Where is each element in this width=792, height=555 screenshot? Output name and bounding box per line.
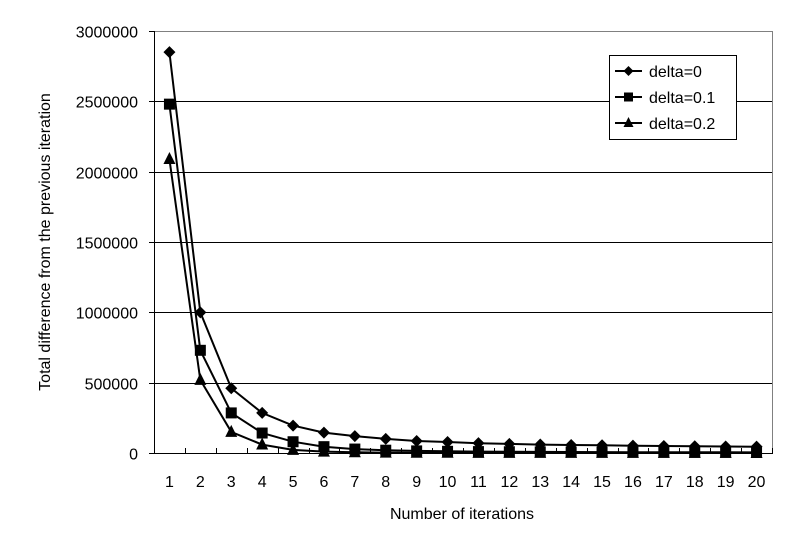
diamond-marker xyxy=(256,406,269,419)
triangle-marker xyxy=(596,445,609,458)
x-tick-label: 11 xyxy=(470,474,487,491)
diamond-marker xyxy=(194,306,207,319)
diamond-marker xyxy=(441,436,454,449)
diamond-marker xyxy=(317,426,330,439)
x-tick-label: 16 xyxy=(624,474,642,491)
x-axis-ticks: 1 2 3 4 5 6 7 8 9 10 11 12 13 14 15 16 17 18 19 20 xyxy=(154,448,773,491)
x-tick-label: 17 xyxy=(655,474,673,491)
x-tick-label: 9 xyxy=(412,474,421,491)
triangle-marker xyxy=(287,442,300,455)
x-tick-label: 18 xyxy=(686,474,704,491)
series-layer xyxy=(163,46,763,458)
square-marker xyxy=(287,436,299,448)
x-tick-label: 20 xyxy=(748,474,766,491)
series-delta-0-2 xyxy=(163,152,763,458)
x-tick-label: 19 xyxy=(717,474,735,491)
series-delta-0-1 xyxy=(163,98,763,458)
y-tick-label: 2500000 xyxy=(76,95,138,112)
y-axis-title: Total difference from the previous itera… xyxy=(37,93,54,391)
legend-item: delta=0.1 xyxy=(615,90,715,107)
legend-label: delta=0.2 xyxy=(649,116,715,133)
x-tick-label: 2 xyxy=(196,474,205,491)
y-tick-label: 1000000 xyxy=(76,306,138,323)
triangle-marker xyxy=(410,445,423,458)
x-tick-label: 13 xyxy=(531,474,549,491)
series-delta-0 xyxy=(163,46,763,453)
triangle-marker xyxy=(565,445,578,458)
triangle-marker xyxy=(194,372,207,385)
triangle-marker xyxy=(163,152,176,165)
legend-item: delta=0 xyxy=(615,64,702,81)
x-tick-label: 4 xyxy=(258,474,267,491)
y-tick-label: 3000000 xyxy=(76,25,138,42)
diamond-marker xyxy=(163,46,176,59)
triangle-marker xyxy=(688,445,701,458)
diamond-marker xyxy=(623,66,634,76)
x-tick-label: 10 xyxy=(439,474,457,491)
x-tick-label: 5 xyxy=(289,474,298,491)
square-marker xyxy=(225,407,237,419)
triangle-marker xyxy=(317,444,330,457)
triangle-marker xyxy=(719,445,732,458)
x-tick-label: 14 xyxy=(562,474,580,491)
square-marker xyxy=(624,92,633,102)
triangle-marker xyxy=(472,445,485,458)
y-axis-ticks: 0 500000 1000000 1500000 2000000 2500000 30000… xyxy=(76,25,154,464)
x-tick-label: 1 xyxy=(165,474,174,491)
triangle-marker xyxy=(534,445,547,458)
square-marker xyxy=(163,98,175,110)
square-marker xyxy=(256,427,268,439)
legend-label: delta=0.1 xyxy=(649,90,715,107)
gridlines xyxy=(154,101,772,384)
triangle-marker xyxy=(348,445,361,458)
triangle-marker xyxy=(657,445,670,458)
diamond-marker xyxy=(287,419,300,432)
triangle-marker xyxy=(623,117,634,127)
triangle-marker xyxy=(379,445,392,458)
diamond-marker xyxy=(348,430,361,443)
x-tick-label: 6 xyxy=(319,474,328,491)
triangle-marker xyxy=(256,437,269,450)
series-line xyxy=(168,158,757,454)
y-tick-label: 1500000 xyxy=(76,236,138,253)
y-tick-label: 0 xyxy=(129,447,138,464)
diamond-marker xyxy=(410,435,423,448)
series-line xyxy=(168,103,757,454)
legend-label: delta=0 xyxy=(649,64,702,81)
x-axis-title: Number of iterations xyxy=(390,506,534,523)
x-tick-label: 7 xyxy=(350,474,359,491)
triangle-marker xyxy=(503,445,516,458)
triangle-marker xyxy=(225,424,238,437)
legend-item: delta=0.2 xyxy=(615,116,715,133)
legend: delta=0 delta=0.1 delta=0.2 xyxy=(609,55,737,140)
diamond-marker xyxy=(225,382,238,395)
diamond-marker xyxy=(379,432,392,445)
x-tick-label: 3 xyxy=(227,474,236,491)
square-marker xyxy=(194,344,206,356)
y-tick-label: 2000000 xyxy=(76,166,138,183)
x-tick-label: 8 xyxy=(381,474,390,491)
y-tick-label: 500000 xyxy=(85,377,138,394)
triangle-marker xyxy=(750,445,763,458)
triangle-marker xyxy=(626,445,639,458)
triangle-marker xyxy=(441,445,454,458)
x-tick-label: 12 xyxy=(500,474,518,491)
x-tick-label: 15 xyxy=(593,474,611,491)
